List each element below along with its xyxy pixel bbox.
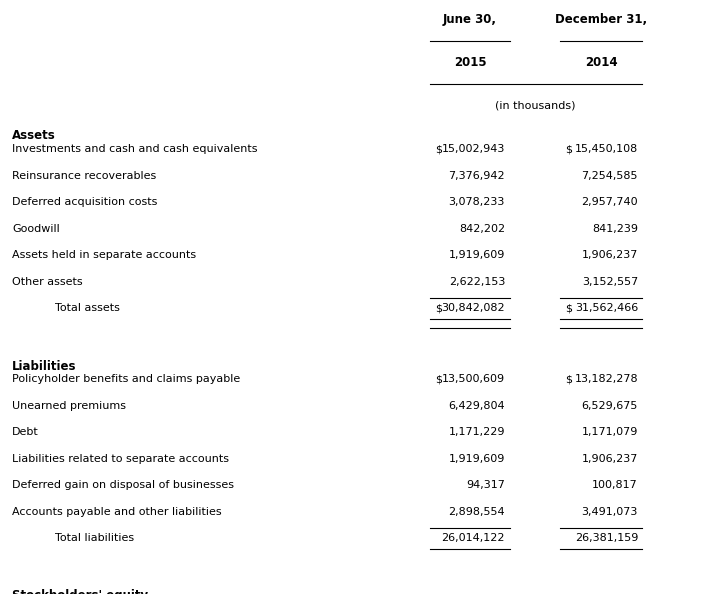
Text: June 30,: June 30, [443, 12, 497, 26]
Text: 15,450,108: 15,450,108 [575, 144, 638, 154]
Text: 3,152,557: 3,152,557 [581, 277, 638, 287]
Text: Other assets: Other assets [12, 277, 82, 287]
Text: 2,898,554: 2,898,554 [448, 507, 505, 517]
Text: 26,381,159: 26,381,159 [575, 533, 638, 544]
Text: 6,529,675: 6,529,675 [581, 401, 638, 410]
Text: 1,171,079: 1,171,079 [581, 427, 638, 437]
Text: 1,919,609: 1,919,609 [449, 250, 505, 260]
Text: 2015: 2015 [454, 55, 486, 68]
Text: 100,817: 100,817 [592, 481, 638, 490]
Text: 13,182,278: 13,182,278 [574, 374, 638, 384]
Text: 26,014,122: 26,014,122 [442, 533, 505, 544]
Text: 841,239: 841,239 [592, 224, 638, 234]
Text: 94,317: 94,317 [466, 481, 505, 490]
Text: Deferred gain on disposal of businesses: Deferred gain on disposal of businesses [12, 481, 234, 490]
Text: Assets: Assets [12, 129, 56, 143]
Text: Liabilities related to separate accounts: Liabilities related to separate accounts [12, 454, 229, 464]
Text: 2,957,740: 2,957,740 [581, 197, 638, 207]
Text: $: $ [435, 304, 442, 313]
Text: 30,842,082: 30,842,082 [441, 304, 505, 313]
Text: Deferred acquisition costs: Deferred acquisition costs [12, 197, 158, 207]
Text: Unearned premiums: Unearned premiums [12, 401, 126, 410]
Text: $: $ [565, 144, 572, 154]
Text: 31,562,466: 31,562,466 [575, 304, 638, 313]
Text: 3,491,073: 3,491,073 [581, 507, 638, 517]
Text: 1,906,237: 1,906,237 [581, 250, 638, 260]
Text: 2014: 2014 [585, 55, 617, 68]
Text: $: $ [435, 144, 442, 154]
Text: 1,171,229: 1,171,229 [448, 427, 505, 437]
Text: Assets held in separate accounts: Assets held in separate accounts [12, 250, 196, 260]
Text: Reinsurance recoverables: Reinsurance recoverables [12, 170, 156, 181]
Text: December 31,: December 31, [555, 12, 647, 26]
Text: Liabilities: Liabilities [12, 359, 77, 372]
Text: (in thousands): (in thousands) [495, 101, 576, 111]
Text: 7,254,585: 7,254,585 [581, 170, 638, 181]
Text: 6,429,804: 6,429,804 [448, 401, 505, 410]
Text: 2,622,153: 2,622,153 [449, 277, 505, 287]
Text: 1,919,609: 1,919,609 [449, 454, 505, 464]
Text: Total liabilities: Total liabilities [55, 533, 134, 544]
Text: Accounts payable and other liabilities: Accounts payable and other liabilities [12, 507, 222, 517]
Text: 842,202: 842,202 [459, 224, 505, 234]
Text: 3,078,233: 3,078,233 [449, 197, 505, 207]
Text: Debt: Debt [12, 427, 39, 437]
Text: 1,906,237: 1,906,237 [581, 454, 638, 464]
Text: 15,002,943: 15,002,943 [442, 144, 505, 154]
Text: $: $ [565, 374, 572, 384]
Text: $: $ [435, 374, 442, 384]
Text: Goodwill: Goodwill [12, 224, 59, 234]
Text: $: $ [565, 304, 572, 313]
Text: 13,500,609: 13,500,609 [442, 374, 505, 384]
Text: Total assets: Total assets [55, 304, 120, 313]
Text: Stockholders' equity: Stockholders' equity [12, 589, 148, 594]
Text: 7,376,942: 7,376,942 [448, 170, 505, 181]
Text: Policyholder benefits and claims payable: Policyholder benefits and claims payable [12, 374, 241, 384]
Text: Investments and cash and cash equivalents: Investments and cash and cash equivalent… [12, 144, 258, 154]
